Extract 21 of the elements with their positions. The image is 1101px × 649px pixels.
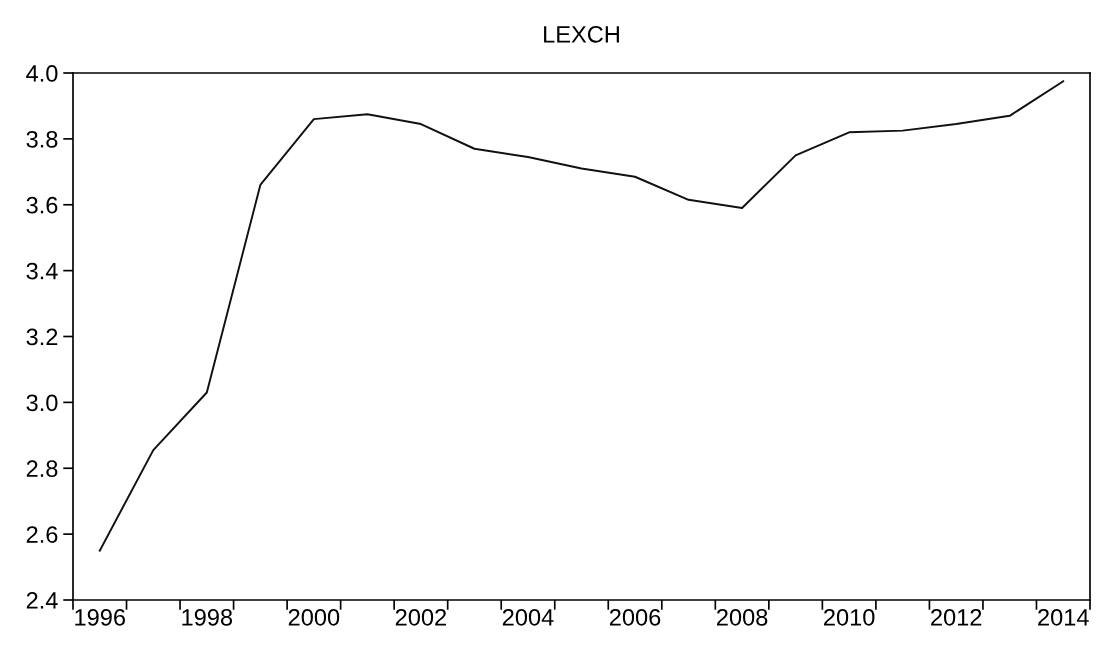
x-tick-label: 2004 bbox=[502, 608, 554, 626]
x-tick-label: 2008 bbox=[717, 608, 768, 626]
chart-title: LEXCH bbox=[544, 25, 619, 43]
x-tick-label: 2002 bbox=[395, 608, 446, 626]
x-tick-label: 2014 bbox=[1038, 608, 1089, 626]
x-tick-label: 1998 bbox=[182, 608, 233, 626]
y-tick-label: 3.0 bbox=[26, 394, 58, 412]
x-tick-label: 2006 bbox=[609, 608, 661, 626]
y-tick-label: 2.8 bbox=[26, 460, 58, 478]
x-tick-label: 2012 bbox=[931, 608, 982, 626]
y-tick-label: 2.4 bbox=[26, 592, 58, 609]
y-tick-label: 4.0 bbox=[26, 65, 58, 82]
y-tick-label: 3.2 bbox=[26, 328, 58, 346]
y-tick-label: 2.6 bbox=[26, 526, 58, 543]
x-tick-label: 2000 bbox=[288, 608, 340, 626]
x-tick-label: 1996 bbox=[75, 608, 125, 626]
line-series bbox=[98, 80, 1065, 552]
y-tick-label: 3.8 bbox=[26, 130, 58, 148]
y-tick-label: 3.6 bbox=[26, 196, 58, 214]
x-tick-label: 2010 bbox=[824, 608, 875, 626]
y-tick-label: 3.4 bbox=[26, 262, 58, 280]
